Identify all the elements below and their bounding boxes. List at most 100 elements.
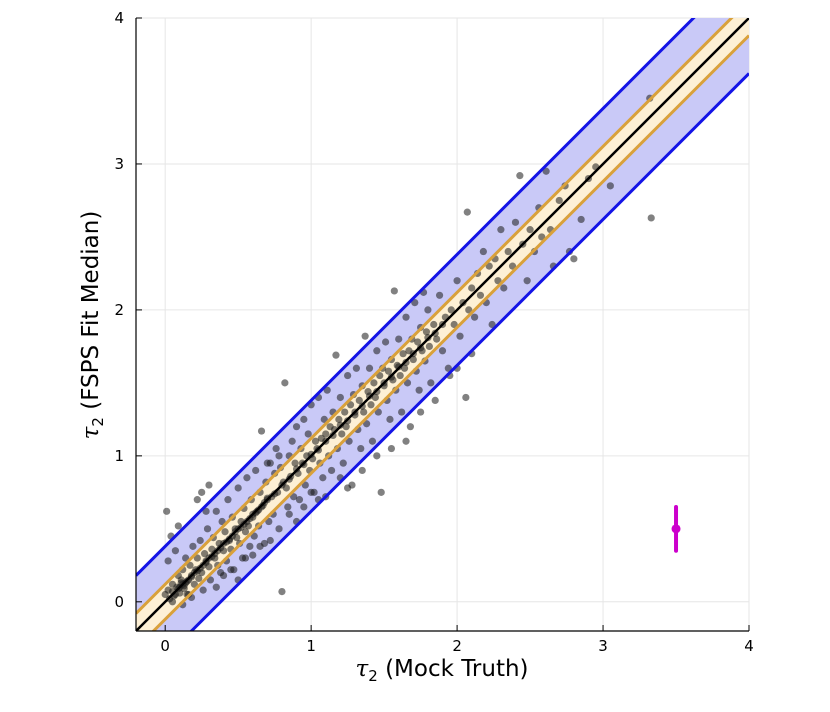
data-point	[263, 459, 271, 467]
data-point	[221, 528, 229, 536]
data-point	[284, 503, 292, 511]
data-point	[433, 335, 441, 343]
data-point	[275, 525, 283, 533]
data-point	[278, 587, 286, 596]
x-tick-label: 1	[306, 637, 316, 655]
data-point	[186, 561, 194, 569]
data-point	[504, 247, 512, 256]
x-axis-label: τ2 (Mock Truth)	[355, 656, 528, 685]
data-point	[386, 415, 394, 423]
error-marker	[671, 504, 681, 553]
data-point	[381, 338, 390, 346]
data-point	[538, 233, 546, 241]
data-point	[606, 182, 614, 190]
data-point	[332, 351, 340, 359]
data-point	[304, 430, 312, 438]
data-point	[497, 226, 505, 234]
data-point	[577, 215, 585, 224]
axes-frame	[135, 17, 750, 632]
data-point	[398, 408, 406, 416]
data-point	[358, 466, 366, 475]
data-point	[224, 496, 232, 504]
inner-band-lower-line	[151, 34, 749, 631]
data-point	[417, 408, 425, 416]
data-point	[327, 466, 336, 475]
data-point	[174, 522, 182, 530]
data-point	[462, 393, 470, 402]
data-point	[365, 364, 374, 372]
data-point	[357, 444, 365, 453]
data-point	[400, 364, 409, 372]
data-point	[465, 306, 473, 314]
x-tick-label: 3	[598, 637, 608, 655]
data-point	[292, 423, 301, 431]
data-point	[193, 554, 201, 562]
data-point	[363, 420, 371, 428]
data-point	[647, 214, 655, 222]
data-point	[246, 542, 254, 550]
data-point	[307, 488, 315, 496]
data-point	[360, 408, 368, 416]
y-tick-label: 2	[114, 301, 124, 319]
data-point	[250, 532, 258, 540]
data-point	[243, 474, 251, 482]
data-point	[190, 580, 198, 588]
data-point	[508, 262, 517, 270]
data-point	[396, 371, 404, 380]
data-point	[335, 415, 343, 423]
data-point	[435, 291, 444, 299]
data-point	[200, 550, 209, 558]
data-point	[195, 574, 203, 583]
data-point	[241, 554, 250, 562]
data-point	[288, 437, 296, 445]
data-point	[430, 320, 438, 329]
data-point	[272, 444, 280, 453]
data-point	[399, 350, 407, 358]
data-point	[341, 408, 349, 416]
y-tick-label: 4	[114, 9, 124, 27]
data-point	[427, 379, 435, 387]
data-point	[300, 503, 308, 511]
data-point	[485, 262, 493, 270]
outer-band-upper-line	[136, 18, 696, 577]
data-point	[355, 396, 363, 404]
data-point	[291, 459, 299, 467]
data-point	[373, 452, 381, 460]
data-point	[227, 566, 235, 574]
data-point	[171, 547, 180, 555]
data-point	[390, 287, 398, 295]
data-point	[319, 474, 327, 482]
data-point	[205, 481, 213, 489]
y-tick-label: 3	[114, 155, 124, 173]
data-point	[257, 427, 266, 435]
data-point	[285, 510, 293, 518]
data-point	[344, 371, 352, 380]
data-point	[189, 542, 197, 550]
data-point	[352, 364, 360, 372]
data-point	[370, 379, 378, 387]
y-axis-label: τ2 (FSPS Fit Median)	[78, 211, 107, 440]
data-point	[275, 452, 283, 460]
data-point	[234, 484, 242, 492]
data-point	[511, 218, 520, 226]
data-point	[471, 313, 479, 321]
x-tick-label: 4	[744, 637, 754, 655]
data-point	[411, 299, 419, 307]
outer-band-lower-line	[189, 72, 749, 631]
data-point	[500, 284, 508, 292]
data-point	[196, 536, 204, 545]
data-point	[367, 401, 375, 409]
data-point	[252, 466, 260, 475]
data-point	[203, 525, 212, 533]
data-point	[406, 423, 414, 431]
error-center-point	[671, 524, 681, 534]
data-point	[320, 415, 328, 423]
x-tick-label: 2	[452, 637, 462, 655]
data-point	[206, 576, 215, 584]
data-point	[431, 396, 439, 404]
data-point	[345, 437, 353, 445]
data-point	[456, 332, 464, 340]
reference-lines	[136, 18, 749, 631]
data-point	[202, 507, 210, 515]
data-point	[494, 277, 502, 285]
